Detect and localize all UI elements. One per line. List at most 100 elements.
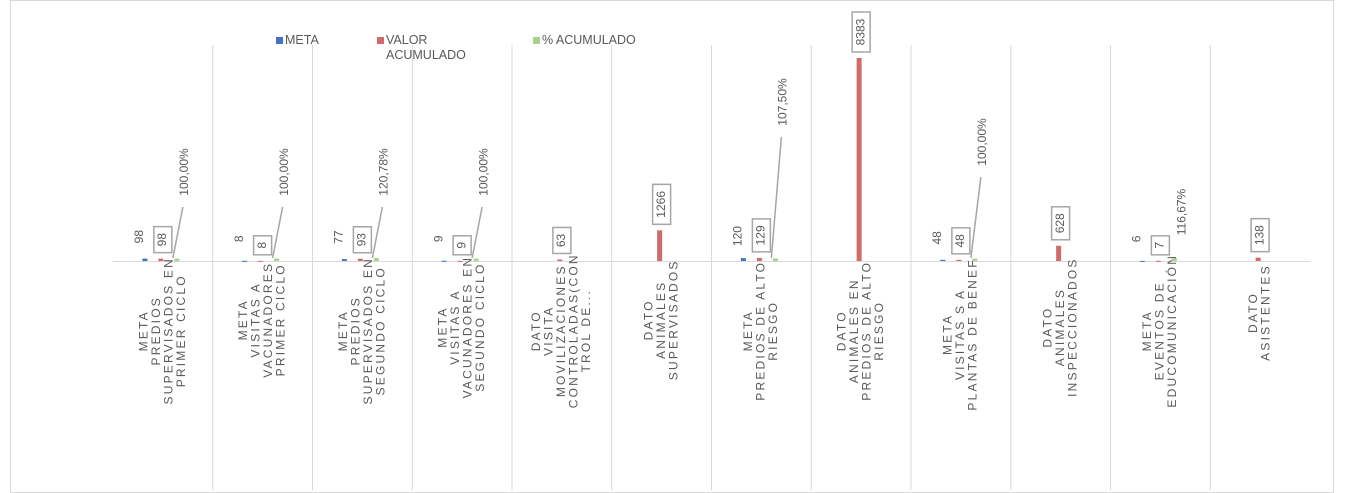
bar	[1155, 260, 1161, 262]
x-tick-label: VISITAS S A	[953, 289, 967, 380]
legend-label: VALOR ACUMULADO	[386, 33, 466, 62]
leader-line	[172, 206, 184, 259]
bar	[242, 260, 248, 262]
legend-swatch	[276, 37, 283, 44]
bar	[158, 258, 164, 261]
bar	[373, 258, 379, 261]
leader-line	[371, 206, 384, 259]
bar	[357, 258, 363, 261]
data-label-box	[552, 226, 572, 255]
bar	[940, 259, 946, 261]
x-tick-label: ASISTENTES	[1259, 264, 1273, 361]
x-tick-label: EVENTOS DE	[1153, 281, 1167, 380]
bar	[441, 260, 447, 262]
bar	[972, 258, 978, 261]
data-label-box	[252, 235, 273, 256]
x-tick-label: PREDIOS	[149, 296, 163, 365]
bar	[657, 230, 663, 261]
x-tick-label: SEGUNDO CICLO	[473, 262, 487, 391]
x-tick-label: PREDIOS	[348, 296, 362, 365]
data-label-box	[1250, 217, 1270, 253]
leader-line	[770, 136, 783, 259]
bar	[142, 258, 148, 261]
bar	[473, 258, 479, 261]
bar	[1171, 258, 1177, 261]
data-label: 120	[731, 226, 745, 246]
leader-line	[970, 176, 982, 259]
data-label: 116,67%	[1175, 188, 1189, 235]
data-label: 138	[1252, 225, 1266, 245]
x-tick-label: SEGUNDO CICLO	[373, 266, 387, 395]
x-tick-label: RIESGO	[872, 301, 886, 361]
x-tick-label: VISITAS A	[249, 282, 263, 358]
bar	[1056, 245, 1062, 261]
data-label: 7	[1153, 242, 1167, 249]
data-label-box	[751, 218, 772, 253]
data-label-box	[951, 227, 971, 255]
data-label: 98	[132, 230, 146, 244]
x-tick-label: META	[436, 306, 450, 347]
x-tick-label: CONTROLADAS(CON	[567, 253, 581, 408]
data-label: 8	[232, 235, 246, 242]
data-label: 98	[155, 233, 169, 247]
bar	[756, 257, 762, 261]
bar	[341, 259, 347, 261]
data-label: 120,78%	[377, 148, 391, 196]
bar	[1255, 257, 1261, 261]
x-tick-label: EDUCOMUNICACIÓN	[1164, 254, 1179, 408]
x-tick-label: VACUNADORES	[261, 262, 275, 378]
data-label-box	[452, 235, 472, 256]
bar	[956, 259, 962, 261]
data-label: 93	[355, 233, 369, 247]
x-tick-label: DATO	[529, 310, 543, 351]
leader-line	[271, 206, 284, 259]
bar	[258, 260, 264, 262]
bar	[772, 258, 778, 261]
x-tick-label: SUPERVISADOS	[666, 259, 680, 380]
x-tick-label: INSPECCIONADOS	[1065, 257, 1079, 397]
x-tick-label: META	[741, 310, 755, 351]
data-label: 129	[754, 225, 768, 245]
x-tick-label: DATO	[1246, 292, 1260, 333]
x-tick-label: DATO	[835, 310, 849, 351]
x-tick-label: VACUNADORES EN	[461, 256, 475, 399]
data-label-box	[651, 183, 672, 226]
x-tick-label: DATO	[641, 299, 655, 340]
x-tick-label: VISITA	[542, 306, 556, 356]
data-label: 8	[255, 242, 269, 249]
x-tick-label: PREDIOS DE ALTO	[860, 261, 874, 401]
x-tick-label: RIESGO	[766, 301, 780, 361]
legend-swatch	[533, 37, 540, 44]
data-label-box	[1050, 206, 1071, 241]
data-label: 9	[454, 242, 468, 249]
bar	[174, 258, 180, 261]
x-tick-label: TROL DE...	[579, 289, 593, 373]
bar	[1139, 260, 1145, 262]
data-label: 100,00%	[975, 118, 989, 166]
bar	[740, 258, 746, 261]
bar	[457, 260, 463, 262]
legend-label: META	[285, 33, 319, 47]
data-label: 48	[953, 234, 967, 248]
x-tick-label: META	[1140, 310, 1154, 351]
bar	[557, 259, 563, 261]
legend-swatch	[377, 37, 384, 44]
data-label: 100,00%	[177, 148, 191, 196]
data-label: 63	[554, 233, 568, 247]
data-label-box	[1150, 235, 1171, 256]
x-tick-label: META	[336, 310, 350, 351]
data-label: 107,50%	[776, 78, 790, 126]
x-tick-label: META	[136, 310, 150, 351]
data-label: 6	[1130, 235, 1144, 242]
x-tick-label: META	[236, 299, 250, 340]
legend-label: % ACUMULADO	[542, 33, 636, 47]
x-tick-label: PRIMER CICLO	[274, 263, 288, 376]
bar	[856, 58, 862, 261]
x-tick-label: PLANTAS DE BENEF	[966, 258, 980, 410]
x-tick-label: ANIMALES	[1053, 288, 1067, 366]
data-label-box	[153, 225, 173, 254]
data-label: 628	[1053, 213, 1067, 233]
data-label-box	[851, 11, 871, 53]
